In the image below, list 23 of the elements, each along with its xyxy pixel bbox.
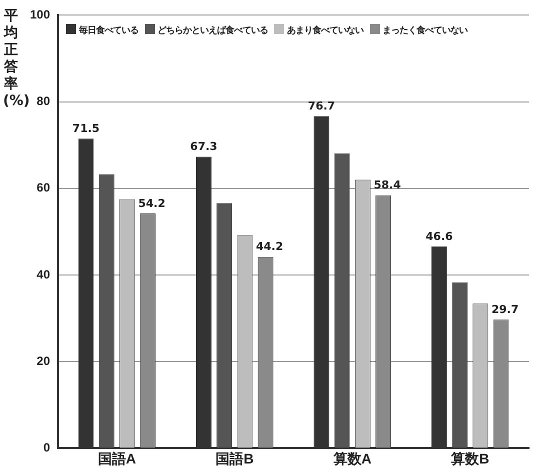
x-tick-label: 算数A <box>332 450 372 466</box>
legend-label: どちらかといえば食べている <box>156 24 268 37</box>
data-label: 29.7 <box>491 302 519 316</box>
data-label: 76.7 <box>308 99 336 112</box>
data-label: 46.6 <box>426 230 454 243</box>
data-label: 67.3 <box>190 140 218 154</box>
data-label: 44.2 <box>256 240 284 254</box>
x-tick-label: 国語A <box>98 450 136 466</box>
y-tick-label: 60 <box>36 180 50 195</box>
data-label: 54.2 <box>138 196 166 210</box>
legend-label: あまり食べていない <box>286 24 364 37</box>
data-label: 71.5 <box>72 122 100 135</box>
y-tick-label: 20 <box>36 354 50 368</box>
legend-label: まったく食べていない <box>382 24 468 37</box>
x-tick-label: 算数B <box>450 450 490 466</box>
y-tick-label: 40 <box>36 267 50 282</box>
data-label: 58.4 <box>374 178 402 192</box>
x-tick-label: 国語B <box>216 450 254 466</box>
legend-label: 毎日食べている <box>78 24 138 37</box>
y-tick-label: 100 <box>30 8 50 22</box>
y-tick-label: 0 <box>43 440 50 455</box>
y-tick-label: 80 <box>36 94 50 108</box>
y-axis-title: 平均正答率(%) <box>3 8 30 110</box>
